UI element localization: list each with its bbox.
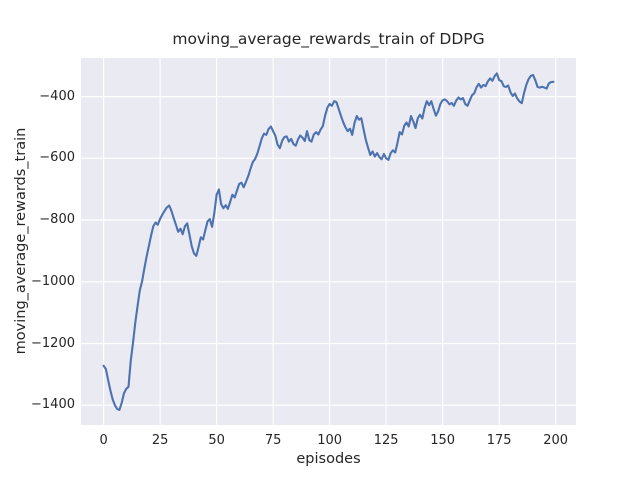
y-tick-label: −1200 (31, 335, 75, 351)
line-plot (81, 58, 576, 425)
x-axis-label: episodes (296, 451, 361, 467)
x-tick-label: 50 (208, 433, 225, 448)
x-tick-label: 125 (373, 433, 399, 448)
x-tick-label: 25 (151, 433, 169, 448)
x-tick-label: 75 (264, 433, 282, 448)
x-tick-label: 0 (99, 433, 108, 448)
x-tick-label: 150 (430, 433, 456, 448)
chart-title: moving_average_rewards_train of DDPG (172, 30, 485, 48)
y-tick-label: −400 (39, 88, 75, 104)
y-tick-label: −1000 (31, 273, 75, 289)
reward-line (102, 72, 555, 411)
x-tick-label: 200 (543, 433, 569, 448)
y-tick-label: −1400 (31, 397, 75, 413)
axes-background (81, 58, 576, 425)
y-tick-label: −600 (39, 150, 75, 166)
x-tick-label: 175 (486, 433, 512, 448)
plot-area (81, 58, 576, 425)
y-tick-label: −800 (39, 212, 75, 228)
x-tick-label: 100 (317, 433, 343, 448)
gridlines (81, 58, 576, 425)
